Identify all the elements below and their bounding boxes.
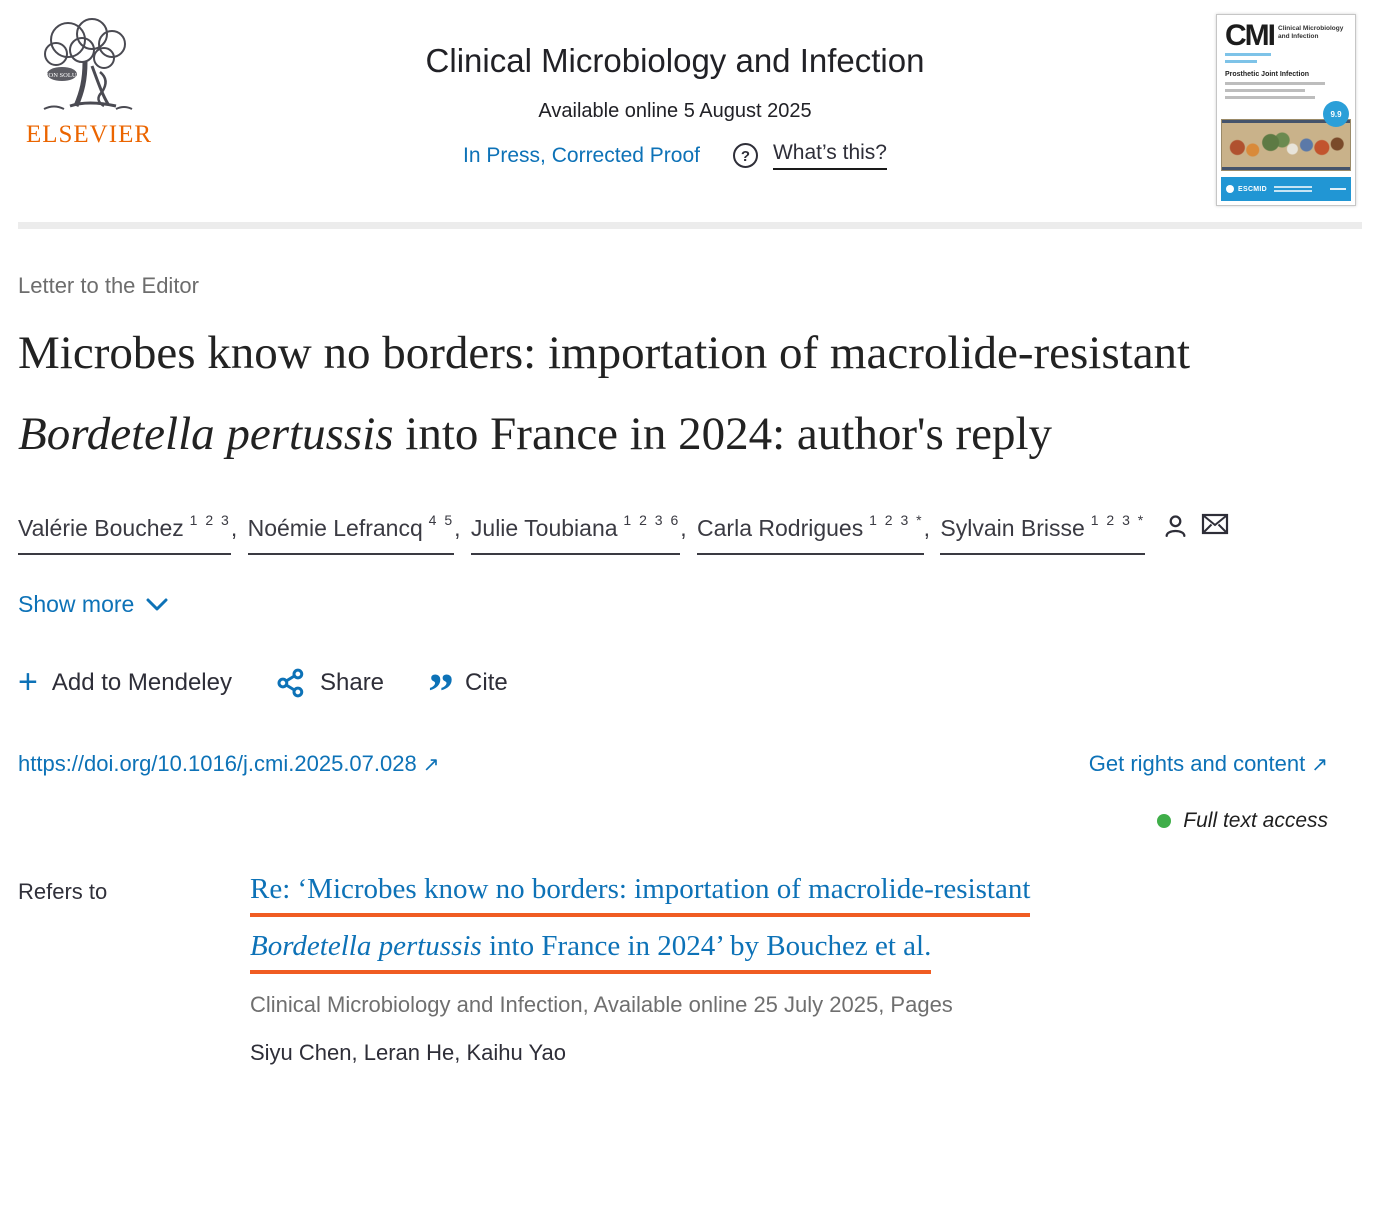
- non-solus-banner: NON SOLUS: [44, 72, 81, 79]
- elsevier-logo[interactable]: NON SOLUS ELSEVIER: [14, 14, 164, 149]
- in-press-link[interactable]: In Press, Corrected Proof: [463, 143, 700, 167]
- corresponding-author-icons: [1162, 513, 1229, 540]
- journal-header-center: Clinical Microbiology and Infection Avai…: [164, 14, 1216, 170]
- article-type-label: Letter to the Editor: [18, 273, 199, 298]
- whats-this-link[interactable]: What’s this?: [772, 141, 887, 170]
- external-link-icon: ↗: [1311, 753, 1328, 776]
- journal-cover-thumbnail[interactable]: CMI Clinical Microbiology and Infection …: [1216, 14, 1356, 206]
- person-icon[interactable]: [1162, 513, 1189, 540]
- external-link-icon: ↗: [422, 753, 440, 776]
- refers-to-section: Refers to Re: ‘Microbes know no borders:…: [18, 873, 1328, 1067]
- available-online-date: Available online 5 August 2025: [538, 100, 812, 122]
- cover-headline: Prosthetic Joint Infection: [1225, 71, 1310, 78]
- cover-issue-line: [1225, 53, 1271, 56]
- cover-escmid-bar: ESCMID: [1221, 177, 1351, 201]
- author-list: Valérie Bouchez 1 2 3, Noémie Lefrancq 4…: [18, 505, 1318, 555]
- cover-cmi-logo: CMI: [1225, 19, 1276, 52]
- add-to-mendeley-button[interactable]: + Add to Mendeley: [18, 662, 232, 701]
- article-header-main: Letter to the Editor Microbes know no bo…: [0, 273, 1380, 1066]
- article-title: Microbes know no borders: importation of…: [18, 327, 1191, 460]
- email-envelope-icon[interactable]: [1201, 513, 1229, 535]
- svg-text:?: ?: [741, 148, 750, 165]
- author-link[interactable]: Carla Rodrigues 1 2 3 *: [697, 505, 924, 555]
- elsevier-wordmark: ELSEVIER: [25, 121, 153, 148]
- species-name-italic: Bordetella pertussis: [250, 930, 482, 963]
- escmid-logo-icon: [1226, 185, 1234, 193]
- referred-article-source: Clinical Microbiology and Infection, Ava…: [250, 992, 953, 1018]
- access-status-row: Full text access: [18, 809, 1328, 833]
- cover-artwork: [1221, 119, 1351, 171]
- cover-journal-name: Clinical Microbiology and Infection: [1278, 25, 1344, 41]
- header-divider: [18, 222, 1362, 229]
- author-link[interactable]: Julie Toubiana 1 2 3 6: [470, 505, 681, 555]
- refers-to-label: Refers to: [18, 878, 108, 904]
- share-icon: [277, 668, 304, 698]
- journal-title-link[interactable]: Clinical Microbiology and Infection: [425, 42, 925, 79]
- author-link[interactable]: Noémie Lefrancq 4 5: [247, 505, 455, 555]
- chevron-down-icon: [146, 598, 168, 611]
- plus-icon: +: [18, 662, 38, 701]
- referred-article-link[interactable]: Re: ‘Microbes know no borders: importati…: [250, 873, 1260, 975]
- share-button[interactable]: Share: [276, 668, 384, 698]
- open-access-dot-icon: [1157, 813, 1172, 828]
- access-type-label: Full text access: [1183, 808, 1328, 832]
- question-mark-icon[interactable]: ?: [732, 142, 759, 169]
- author-link[interactable]: Valérie Bouchez 1 2 3: [18, 505, 231, 555]
- elsevier-tree-icon: NON SOLUS: [43, 18, 133, 110]
- species-name-italic: Bordetella pertussis: [18, 407, 394, 460]
- publication-status-row: In Press, Corrected Proof ? What’s this?: [164, 141, 1186, 170]
- referred-article-authors: Siyu Chen, Leran He, Kaihu Yao: [250, 1040, 566, 1066]
- action-toolbar: + Add to Mendeley Share ” Cite: [18, 662, 1328, 722]
- author-link[interactable]: Sylvain Brisse 1 2 3 *: [940, 505, 1146, 555]
- show-more-button[interactable]: Show more: [18, 591, 168, 618]
- doi-link[interactable]: https://doi.org/10.1016/j.cmi.2025.07.02…: [18, 750, 440, 776]
- cite-button[interactable]: ” Cite: [428, 664, 508, 722]
- escmid-label: ESCMID: [1238, 185, 1268, 193]
- journal-banner: NON SOLUS ELSEVIER Clinical Microbiology…: [0, 0, 1380, 206]
- doi-row: https://doi.org/10.1016/j.cmi.2025.07.02…: [18, 751, 1328, 777]
- cover-impact-badge: 9.9: [1323, 101, 1349, 127]
- get-rights-link[interactable]: Get rights and content ↗: [1088, 750, 1328, 776]
